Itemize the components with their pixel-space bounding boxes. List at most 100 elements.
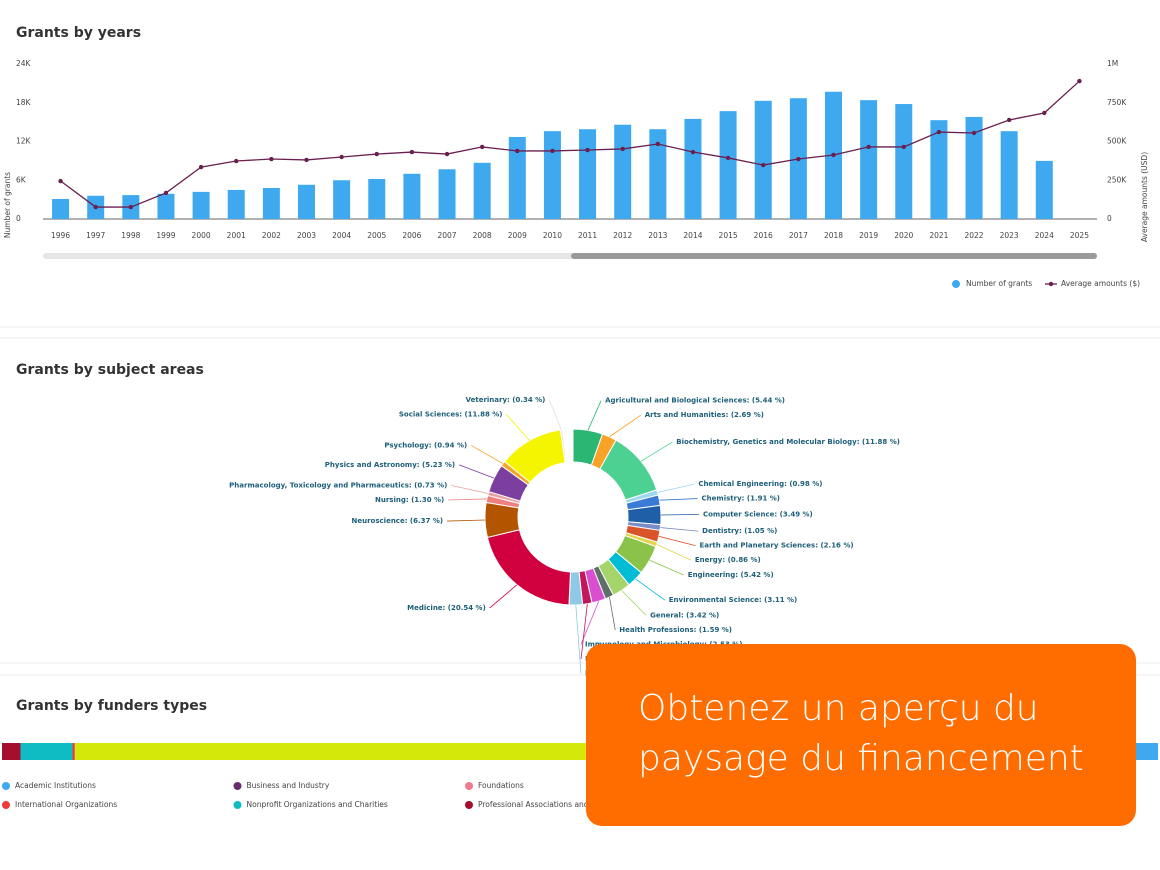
legend-marker[interactable]: [233, 782, 242, 790]
x-tick-label: 2015: [719, 231, 738, 240]
x-tick-label: 1996: [51, 231, 70, 240]
point: [198, 164, 204, 170]
point: [269, 156, 274, 162]
leader-line: [609, 414, 641, 438]
legend-label[interactable]: Foundations: [478, 781, 524, 790]
data-label: Veterinary: (0.34 %): [466, 396, 546, 404]
leader-line: [660, 527, 699, 532]
bar: [965, 116, 983, 219]
data-label: Computer Science: (3.49 %): [703, 510, 813, 518]
bar: [1000, 131, 1018, 219]
line: [60, 80, 1080, 208]
legend-marker[interactable]: [233, 801, 242, 809]
scrollbar-thumb[interactable]: [571, 253, 1097, 259]
legend-marker[interactable]: [2, 801, 10, 809]
point: [58, 178, 63, 184]
x-tick-label: 2017: [789, 231, 808, 240]
data-label: Earth and Planetary Sciences: (2.16 %): [699, 542, 853, 550]
legend-marker[interactable]: [465, 801, 473, 809]
point: [479, 144, 485, 150]
bar: [403, 173, 421, 219]
bar: [579, 129, 597, 219]
x-tick-label: 2014: [683, 231, 702, 240]
bar: [719, 111, 737, 219]
point: [163, 190, 169, 196]
section-title: Grants by funders types: [16, 698, 207, 714]
x-tick-label: 2018: [824, 231, 843, 240]
bar: [192, 191, 210, 219]
data-label: Psychology: (0.94 %): [384, 441, 467, 449]
x-tick-label: 2024: [1035, 231, 1054, 240]
banner-text: Obtenez un aperçu du: [638, 688, 1039, 729]
x-tick-label: 2002: [262, 231, 281, 240]
legend-marker[interactable]: [465, 782, 473, 790]
legend-label[interactable]: Professional Associations and: [478, 800, 589, 809]
banner: Obtenez un aperçu du paysage du financem…: [586, 644, 1136, 826]
x-tick-label: 1999: [156, 231, 175, 240]
data-label: Energy: (0.86 %): [695, 556, 761, 564]
data-label: Nursing: (1.30 %): [375, 496, 444, 504]
y2-tick-label: 250K: [1107, 175, 1127, 184]
leader-line: [549, 399, 562, 430]
bar: [368, 178, 386, 219]
legend-label[interactable]: International Organizations: [15, 800, 117, 809]
point: [655, 141, 661, 147]
bar: [298, 184, 315, 219]
data-label: Pharmacology, Toxicology and Pharmaceuti…: [229, 481, 447, 489]
legend-label[interactable]: Nonprofit Organizations and Charities: [247, 800, 388, 809]
point: [971, 130, 977, 136]
bar: [52, 198, 70, 219]
bar: [227, 189, 245, 219]
bar: [333, 180, 351, 219]
leader-line: [587, 400, 602, 431]
data-label: Social Sciences: (11.88 %): [399, 411, 503, 419]
section-title: Grants by subject areas: [16, 362, 204, 378]
bar: [1035, 160, 1053, 219]
point: [374, 151, 379, 157]
legend-marker[interactable]: [952, 280, 960, 288]
point: [444, 151, 450, 157]
x-tick-label: 2003: [297, 231, 316, 240]
legend-label[interactable]: Average amounts ($): [1061, 279, 1140, 288]
y-tick-label: 12K: [16, 137, 32, 146]
x-tick-label: 2009: [508, 231, 527, 240]
x-tick-label: 2016: [754, 231, 773, 240]
legend-label[interactable]: Business and Industry: [247, 781, 330, 790]
x-tick-label: 2019: [859, 231, 878, 240]
x-tick-label: 1997: [86, 231, 105, 240]
legend-label[interactable]: Number of grants: [966, 279, 1032, 288]
legend-label[interactable]: Academic Institutions: [15, 781, 96, 790]
leader-line: [635, 578, 666, 601]
leader-line: [657, 483, 695, 493]
y-tick-label: 24K: [16, 59, 32, 68]
point: [620, 146, 625, 152]
leader-line: [447, 519, 486, 522]
data-label: Arts and Humanities: (2.69 %): [645, 411, 764, 419]
bar: [157, 193, 175, 219]
bar: [262, 188, 280, 219]
bar: [754, 100, 772, 219]
x-tick-label: 2000: [192, 231, 211, 240]
point: [550, 148, 555, 154]
bar-segment: [2, 743, 21, 760]
point: [234, 158, 239, 164]
point: [796, 156, 801, 162]
donut-slice: [486, 529, 572, 606]
leader-line: [470, 445, 504, 464]
legend-marker[interactable]: [2, 782, 10, 790]
legend-marker[interactable]: [1048, 281, 1054, 287]
leader-line: [459, 464, 495, 479]
data-label: Biochemistry, Genetics and Molecular Bio…: [676, 438, 900, 446]
x-tick-label: 2005: [367, 231, 386, 240]
y-tick-label: 0: [16, 214, 21, 223]
point: [304, 157, 309, 163]
leader-line: [448, 498, 487, 501]
bar: [614, 124, 632, 219]
leader-line: [659, 498, 698, 501]
point: [1006, 117, 1012, 123]
x-tick-label: 2006: [402, 231, 421, 240]
point: [93, 204, 98, 210]
leader-line: [506, 414, 530, 441]
y2-tick-label: 1M: [1107, 59, 1118, 68]
